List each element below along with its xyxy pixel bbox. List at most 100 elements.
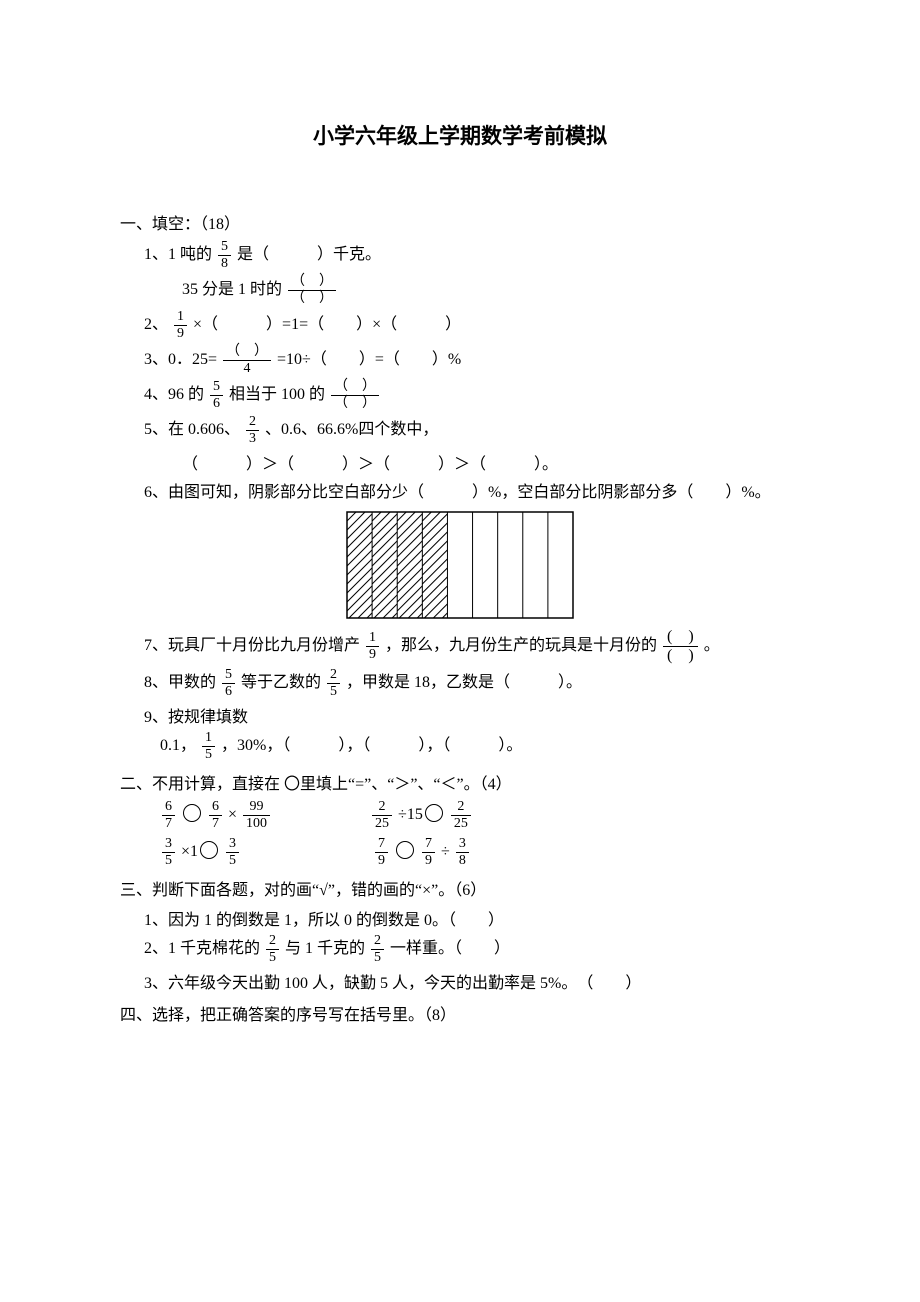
q1-1b-pre: 35 分是 1 时的: [182, 281, 286, 298]
frac-den: 9: [422, 852, 435, 868]
q3-2-mid: 与 1 千克的: [285, 940, 369, 957]
frac-den: 5: [371, 949, 384, 965]
frac-num: 6: [162, 800, 175, 815]
frac-den: ( ): [663, 646, 698, 664]
frac-den: 9: [174, 325, 187, 341]
q1-9b-pre: 0.1，: [160, 737, 200, 754]
frac-num: 6: [209, 800, 222, 815]
q1-4-pre: 4、96 的: [144, 386, 208, 403]
q1-8-post: ，甲数是 18，乙数是（ ）。: [346, 674, 582, 691]
frac-den: 100: [243, 815, 270, 831]
frac-num: 1: [174, 310, 187, 325]
frac-num: 2: [327, 668, 340, 683]
q1-4-mid: 相当于 100 的: [229, 386, 329, 403]
q1-5: 5、在 0.606、 23 、0.6、66.6%四个数中，: [144, 415, 800, 446]
frac-num: 2: [451, 800, 471, 815]
frac-num: 7: [375, 837, 388, 852]
circle-blank-icon: [396, 841, 414, 859]
q3-2-pre: 2、1 千克棉花的: [144, 940, 264, 957]
q1-5b: （ ）＞（ ）＞（ ）＞（ ）。: [182, 450, 800, 474]
frac-num: （ ）: [288, 275, 336, 290]
frac-num: 3: [456, 837, 469, 852]
circle-blank-icon: [183, 804, 201, 822]
frac-den: 5: [266, 949, 279, 965]
frac-num: 2: [371, 934, 384, 949]
frac-num: 99: [243, 800, 270, 815]
times-one: ×1: [181, 843, 198, 860]
frac-num: 1: [366, 631, 379, 646]
q1-2-pre: 2、: [144, 316, 168, 333]
q1-1b: 35 分是 1 时的 （ ）（ ）: [182, 275, 800, 306]
q1-1: 1、1 吨的 58 是（ ）千克。: [144, 240, 800, 271]
div-sign: ÷: [441, 843, 454, 860]
sec2-row1: 67 67 × 99100 225 ÷15 225: [160, 800, 800, 831]
frac-den: 5: [226, 852, 239, 868]
page-title: 小学六年级上学期数学考前模拟: [120, 120, 800, 150]
frac-den: 4: [223, 360, 271, 376]
frac-den: 9: [366, 646, 379, 662]
q1-9b-post: ，30%，（ ），（ ），（ ）。: [221, 737, 522, 754]
circle-blank-icon: [200, 841, 218, 859]
div-text: ÷15: [398, 806, 423, 823]
q1-2: 2、 19 ×（ ）=1=（ ）×（ ）: [144, 310, 800, 341]
q3-2: 2、1 千克棉花的 25 与 1 千克的 25 一样重。（ ）: [144, 934, 800, 965]
frac-num: 2: [372, 800, 392, 815]
frac-den: 7: [162, 815, 175, 831]
section-2-head: 二、不用计算，直接在 〇里填上“=”、“＞”、“＜”。（4）: [120, 770, 800, 794]
q1-6: 6、由图可知，阴影部分比空白部分少（ ）%，空白部分比阴影部分多（ ）%。: [144, 478, 800, 502]
frac-den: 3: [246, 430, 259, 446]
frac-den: 7: [209, 815, 222, 831]
q1-2-post: ×（ ）=1=（ ）×（ ）: [193, 316, 461, 333]
frac-den: 25: [372, 815, 392, 831]
q1-1-post: 是（ ）千克。: [237, 246, 381, 263]
section-4-head: 四、选择，把正确答案的序号写在括号里。（8）: [120, 1001, 800, 1025]
frac-den: 8: [218, 255, 231, 271]
q1-8: 8、甲数的 56 等于乙数的 25 ，甲数是 18，乙数是（ ）。: [144, 668, 800, 699]
frac-den: 5: [202, 746, 215, 762]
frac-den: 5: [162, 852, 175, 868]
frac-num: 5: [210, 380, 223, 395]
q1-5-pre: 5、在 0.606、: [144, 421, 240, 438]
frac-num: ( ): [663, 629, 698, 646]
q1-3-post: =10÷（ ）=（ ）%: [277, 351, 461, 368]
frac-num: 3: [226, 837, 239, 852]
frac-num: 5: [222, 668, 235, 683]
frac-num: 3: [162, 837, 175, 852]
q1-9b: 0.1， 15 ，30%，（ ），（ ），（ ）。: [160, 731, 800, 762]
frac-num: 7: [422, 837, 435, 852]
frac-den: 25: [451, 815, 471, 831]
q1-5-post: 、0.6、66.6%四个数中，: [265, 421, 438, 438]
q1-7-pre: 7、玩具厂十月份比九月份增产: [144, 637, 360, 654]
frac-den: 6: [210, 395, 223, 411]
times-sign: ×: [228, 806, 241, 823]
q1-7: 7、玩具厂十月份比九月份增产 19 ，那么，九月份生产的玩具是十月份的 ( )(…: [144, 629, 800, 664]
frac-den: 9: [375, 852, 388, 868]
q3-2-post: 一样重。（ ）: [390, 940, 510, 957]
frac-den: 5: [327, 683, 340, 699]
frac-num: 5: [218, 240, 231, 255]
q1-8-mid: 等于乙数的: [241, 674, 325, 691]
q1-4: 4、96 的 56 相当于 100 的 （ ）（ ）: [144, 380, 800, 411]
q1-7-post: 。: [704, 637, 720, 654]
circle-blank-icon: [425, 804, 443, 822]
q3-1: 1、因为 1 的倒数是 1，所以 0 的倒数是 0。（ ）: [144, 906, 800, 930]
q1-8-pre: 8、甲数的: [144, 674, 220, 691]
q1-7-mid: ，那么，九月份生产的玩具是十月份的: [385, 637, 657, 654]
q1-6-diagram: [120, 510, 800, 625]
frac-den: 8: [456, 852, 469, 868]
section-1-head: 一、填空：（18）: [120, 210, 800, 234]
sec2-row2: 35 ×1 35 79 79 ÷ 38: [160, 837, 800, 868]
frac-num: （ ）: [331, 380, 379, 395]
frac-den: （ ）: [331, 395, 379, 411]
frac-num: 1: [202, 731, 215, 746]
frac-num: 2: [246, 415, 259, 430]
frac-den: （ ）: [288, 290, 336, 306]
q1-9: 9、按规律填数: [144, 703, 800, 727]
q1-3-pre: 3、0．25=: [144, 351, 221, 368]
frac-num: （ ）: [223, 345, 271, 360]
q3-3: 3、六年级今天出勤 100 人，缺勤 5 人，今天的出勤率是 5%。 （ ）: [144, 969, 800, 993]
q1-3: 3、0．25= （ ）4 =10÷（ ）=（ ）%: [144, 345, 800, 376]
frac-num: 2: [266, 934, 279, 949]
q1-1-pre: 1、1 吨的: [144, 246, 212, 263]
section-3-head: 三、判断下面各题，对的画“√”，错的画的“×”。（6）: [120, 876, 800, 900]
